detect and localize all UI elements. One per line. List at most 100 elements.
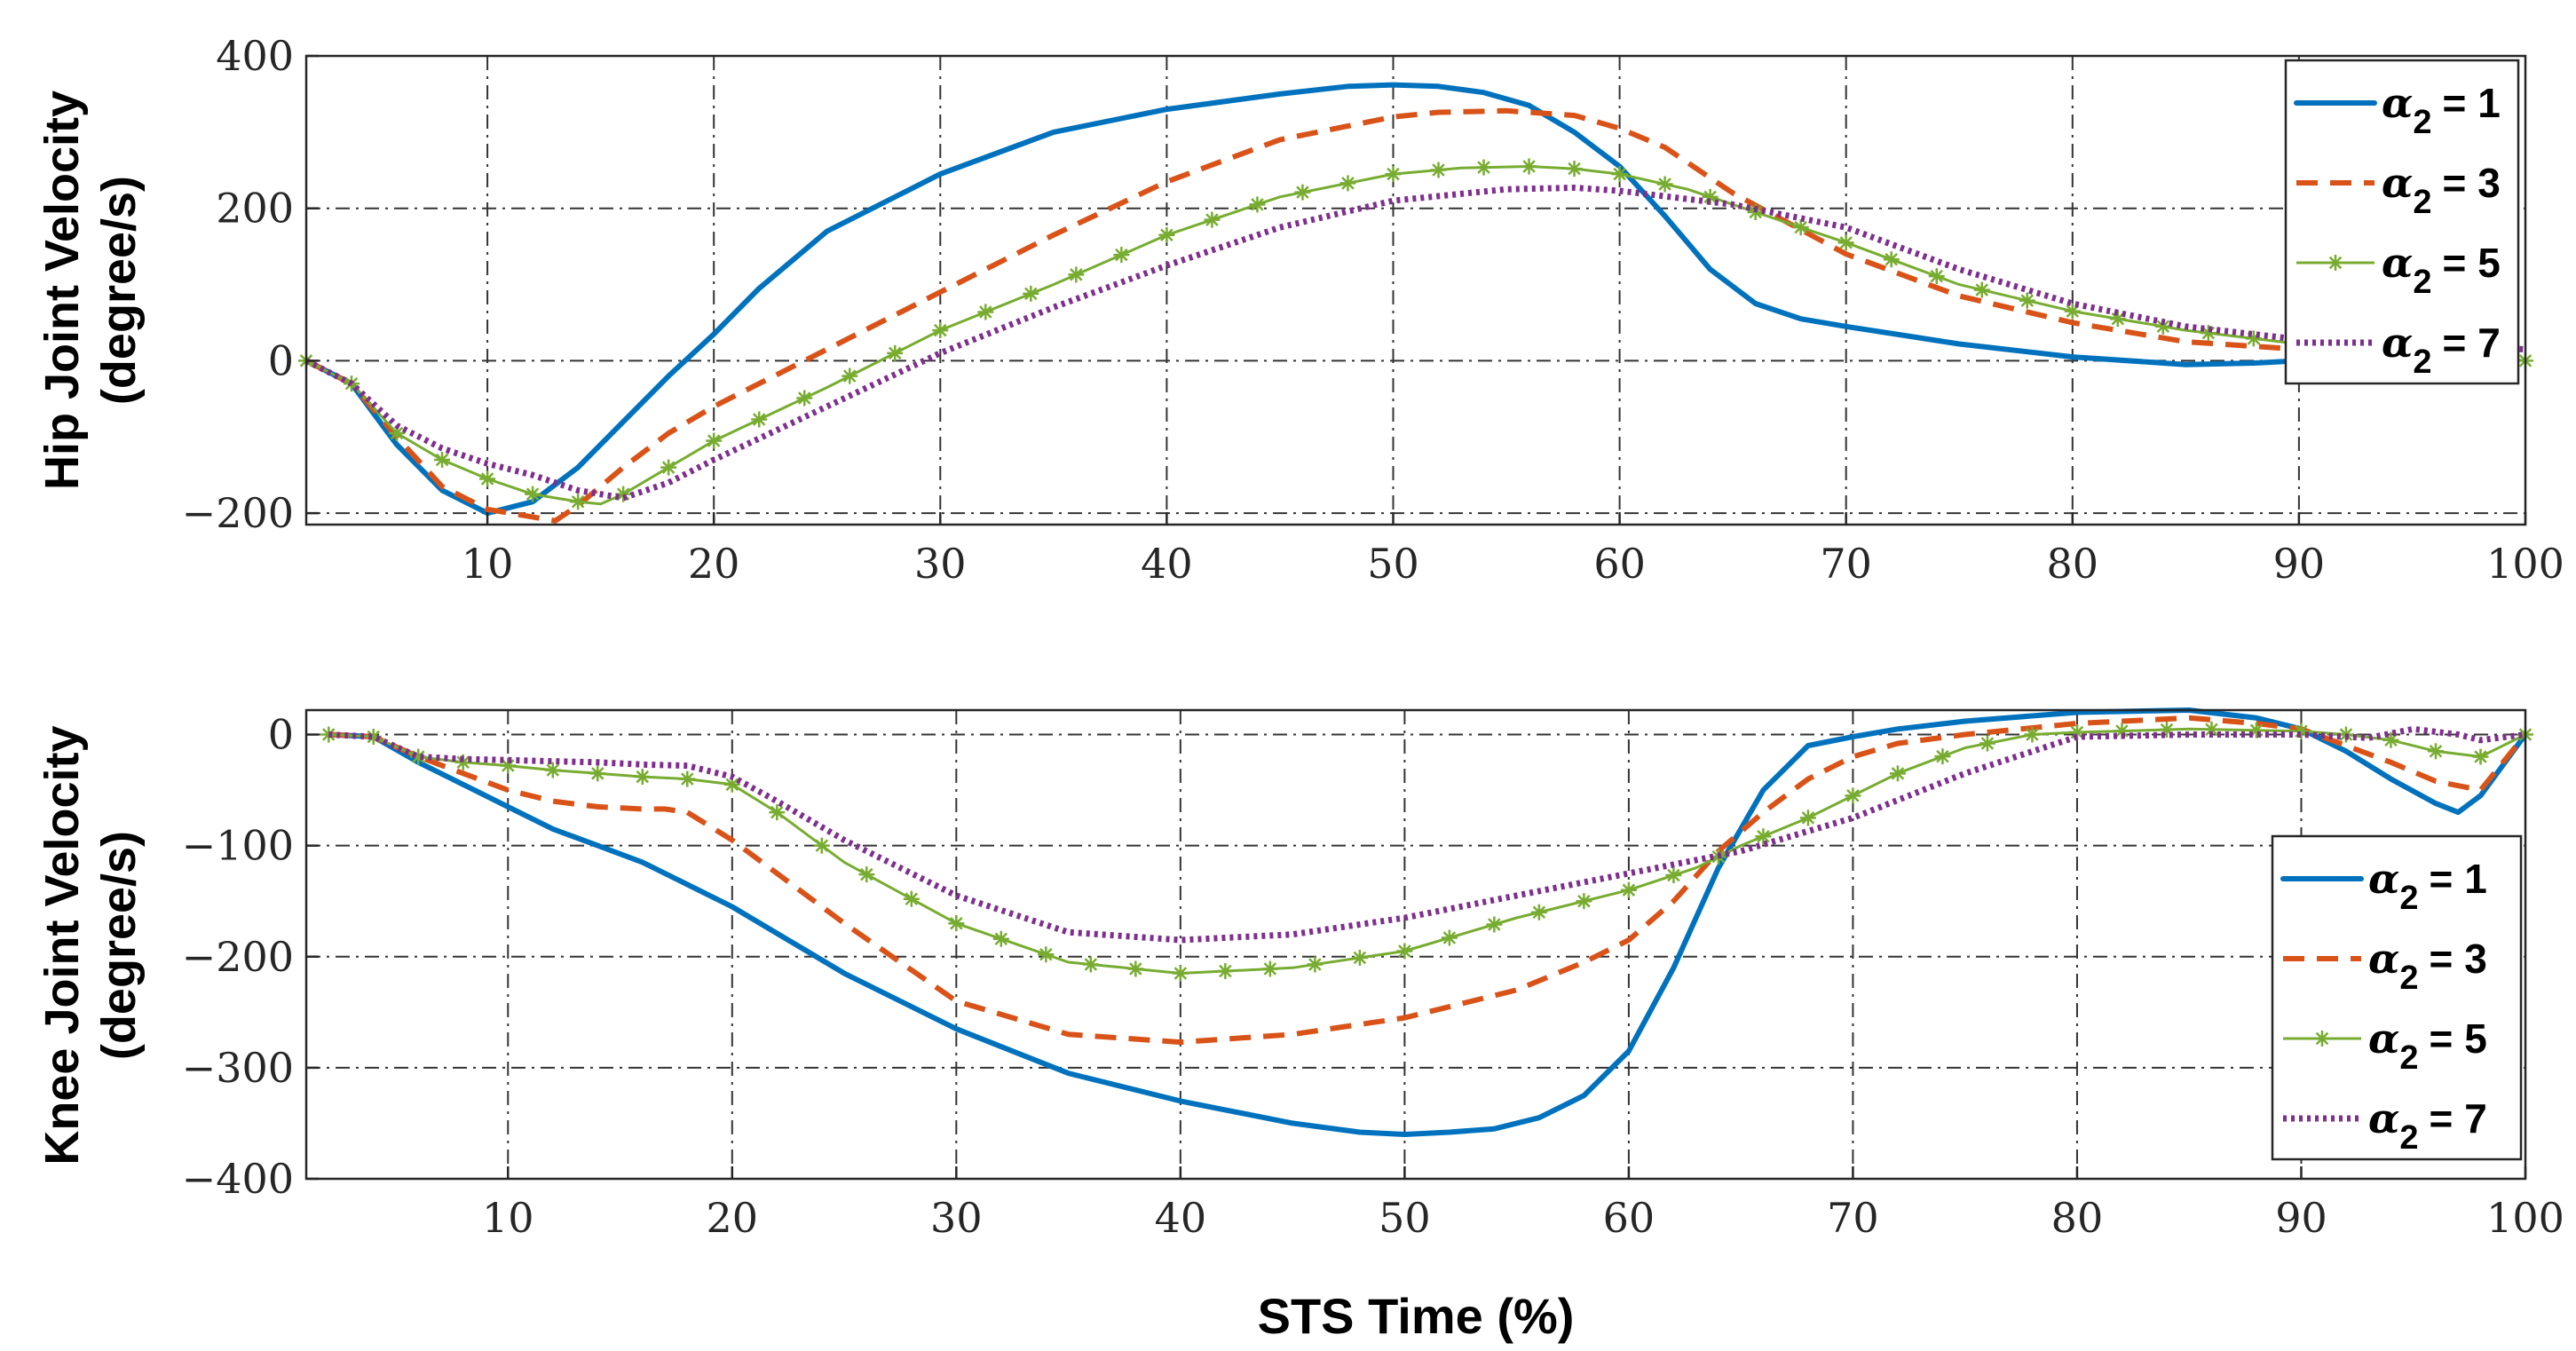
knee-xtick-label: 100 bbox=[2486, 1194, 2564, 1242]
knee-legend-label: α2 = 7 bbox=[2368, 1094, 2487, 1157]
hip-series-1-line bbox=[304, 82, 2302, 517]
knee-series-5-marker bbox=[1217, 963, 1234, 980]
knee-series-5-marker bbox=[1755, 828, 1772, 845]
knee-legend-box bbox=[2271, 834, 2523, 1161]
knee-xtick-label: 20 bbox=[707, 1194, 759, 1242]
hip-legend-label: α2 = 1 bbox=[2382, 79, 2501, 141]
knee-ytick-label: −300 bbox=[182, 1044, 294, 1092]
hip-series-5-marker bbox=[1973, 281, 1990, 298]
hip-series-5-marker bbox=[751, 411, 768, 428]
hip-series-5-marker bbox=[1158, 226, 1175, 243]
hip-xtick-label: 90 bbox=[2273, 540, 2326, 588]
hip-series-7-line bbox=[304, 185, 2526, 502]
hip-series-5-marker bbox=[2200, 325, 2216, 342]
hip-series-5-marker bbox=[842, 367, 858, 384]
knee-series-5-marker bbox=[1441, 929, 1458, 946]
hip-xtick-label: 80 bbox=[2047, 540, 2099, 588]
knee-series-1-line bbox=[326, 707, 2528, 1137]
hip-series-5-marker bbox=[1792, 219, 1809, 236]
hip-series-5-marker bbox=[1566, 161, 1583, 178]
knee-series-5-marker bbox=[1038, 946, 1055, 963]
knee-series-5-marker bbox=[903, 890, 920, 907]
knee-ytick-label: −200 bbox=[182, 933, 294, 981]
knee-series-5-marker bbox=[2114, 723, 2130, 739]
knee-series-5-marker bbox=[1620, 881, 1637, 898]
hip-series-5-marker bbox=[1611, 166, 1628, 183]
knee-series-5-marker bbox=[813, 837, 830, 854]
knee-series-7-line bbox=[328, 725, 2526, 944]
knee-series-5-marker bbox=[1261, 960, 1278, 977]
knee-series-5-marker bbox=[1530, 904, 1547, 920]
hip-series-5-marker bbox=[932, 322, 949, 339]
hip-series-5-marker bbox=[796, 390, 813, 407]
hip-xtick-label: 50 bbox=[1367, 540, 1419, 588]
knee-series-5-line bbox=[328, 727, 2526, 975]
knee-legend-marker bbox=[2314, 1031, 2330, 1047]
knee-series-5-marker bbox=[500, 757, 517, 774]
knee-xtick-label: 30 bbox=[930, 1194, 983, 1242]
knee-series-5-marker bbox=[320, 726, 337, 743]
knee-velocity-axes: 10 20 30 40 50 60 70 80 90 100 0−100−200−300−400 … bbox=[36, 707, 2564, 1242]
hip-legend: α2 = 1 α2 = 3 α2 = 5 α2 = 7 bbox=[2284, 59, 2520, 385]
hip-series-5-marker bbox=[1204, 211, 1221, 228]
hip-series-5-marker bbox=[1883, 251, 1900, 268]
knee-ylabel-line1: Knee Joint Velocity bbox=[36, 725, 89, 1165]
hip-legend-marker bbox=[2327, 255, 2343, 271]
knee-series-5-marker bbox=[2024, 726, 2041, 743]
knee-series-5-marker bbox=[1172, 965, 1189, 982]
knee-series-5-marker bbox=[1576, 893, 1592, 910]
knee-series-5-marker bbox=[948, 915, 965, 932]
knee-series-5-marker bbox=[679, 770, 696, 787]
hip-series-5-marker bbox=[1928, 268, 1945, 285]
knee-legend-label: α2 = 5 bbox=[2368, 1015, 2487, 1077]
hip-series-5-marker bbox=[1656, 176, 1673, 193]
knee-xtick-label: 60 bbox=[1603, 1194, 1655, 1242]
knee-series-5-marker bbox=[1082, 956, 1099, 973]
hip-xtick-label: 20 bbox=[688, 540, 740, 588]
hip-series-5-marker bbox=[887, 344, 904, 361]
hip-series-5-marker bbox=[660, 459, 677, 476]
knee-series-5-marker bbox=[1889, 765, 1906, 782]
knee-ylabel-line2: (degree/s) bbox=[92, 831, 146, 1060]
hip-series-5-marker bbox=[570, 494, 587, 510]
knee-series-5-marker bbox=[2472, 748, 2489, 765]
hip-axes-box bbox=[304, 54, 2527, 526]
knee-legend: α2 = 1 α2 = 3 α2 = 5 α2 = 7 bbox=[2271, 834, 2523, 1161]
knee-xtick-label: 70 bbox=[1827, 1194, 1879, 1242]
knee-series-5-marker bbox=[1979, 735, 1995, 752]
hip-series-5-marker bbox=[977, 304, 994, 320]
hip-ylabel-line2: (degree/s) bbox=[92, 176, 146, 405]
knee-series-5-marker bbox=[1665, 867, 1682, 884]
knee-ytick-label: 0 bbox=[268, 711, 294, 759]
hip-series-5-marker bbox=[1023, 285, 1039, 302]
knee-xtick-label: 80 bbox=[2051, 1194, 2104, 1242]
knee-xtick-label: 40 bbox=[1155, 1194, 1207, 1242]
knee-axes-box bbox=[304, 708, 2527, 1181]
hip-ytick-label: 400 bbox=[216, 32, 294, 80]
hip-series-5-marker bbox=[1475, 159, 1492, 176]
knee-series-5-marker bbox=[634, 769, 651, 786]
knee-series-5-marker bbox=[1127, 960, 1144, 977]
knee-series-5-marker bbox=[1486, 916, 1503, 933]
hip-series-5-marker bbox=[1339, 175, 1356, 192]
knee-xtick-label: 10 bbox=[482, 1194, 534, 1242]
knee-xtick-label: 50 bbox=[1379, 1194, 1431, 1242]
hip-series-5-marker bbox=[1430, 162, 1447, 178]
knee-series-5-marker bbox=[992, 930, 1009, 947]
knee-series-5-marker bbox=[1845, 787, 1861, 804]
hip-legend-label: α2 = 5 bbox=[2382, 239, 2501, 301]
knee-xtick-label: 90 bbox=[2275, 1194, 2327, 1242]
hip-series-5-marker bbox=[706, 432, 723, 449]
knee-series-5-marker bbox=[1934, 748, 1951, 765]
hip-xtick-label: 60 bbox=[1593, 540, 1646, 588]
knee-legend-label: α2 = 1 bbox=[2368, 855, 2487, 917]
hip-series-5-marker bbox=[1837, 234, 1854, 251]
x-axis-label: STS Time (%) bbox=[1258, 1288, 1575, 1344]
hip-legend-box bbox=[2284, 59, 2520, 385]
hip-legend-label: α2 = 3 bbox=[2382, 159, 2501, 221]
hip-series-5-marker bbox=[1068, 266, 1085, 283]
hip-xtick-label: 40 bbox=[1141, 540, 1193, 588]
hip-xtick-label: 10 bbox=[462, 540, 514, 588]
knee-series-5-marker bbox=[1351, 950, 1368, 967]
